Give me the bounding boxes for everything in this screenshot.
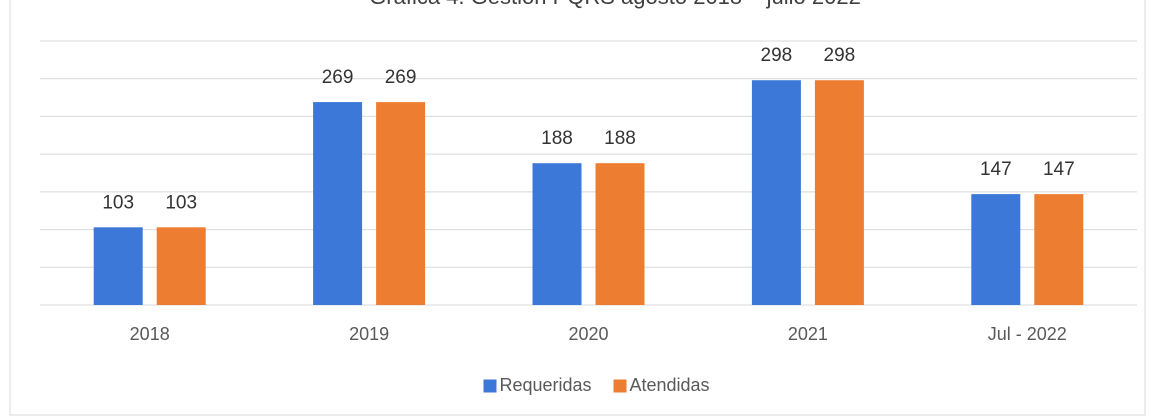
x-tick-label: 2020	[568, 324, 608, 344]
data-label: 147	[1043, 159, 1075, 180]
data-label: 298	[824, 45, 856, 66]
bar	[751, 80, 801, 305]
chart-title: Gráfica 4. Gestión PQRS agosto 2018 – ju…	[369, 0, 861, 9]
data-label: 103	[102, 192, 134, 213]
bar	[971, 194, 1021, 305]
bar	[376, 102, 426, 306]
data-label: 298	[761, 45, 793, 66]
x-tick-label: Jul - 2022	[988, 324, 1067, 344]
bar	[156, 227, 206, 305]
bar	[93, 227, 143, 305]
bar	[313, 102, 363, 306]
legend-swatch	[483, 379, 497, 393]
x-tick-label: 2018	[130, 324, 170, 344]
bar	[1034, 194, 1084, 305]
data-label: 188	[541, 128, 573, 149]
data-label: 188	[604, 128, 636, 149]
data-label: 147	[980, 159, 1012, 180]
x-tick-label: 2019	[349, 324, 389, 344]
data-label: 269	[322, 67, 354, 88]
bar	[814, 80, 864, 305]
data-label: 269	[385, 67, 417, 88]
legend-label: Requeridas	[500, 375, 592, 395]
x-tick-label: 2021	[788, 324, 828, 344]
bar	[595, 163, 645, 305]
bar	[532, 163, 582, 305]
legend-label: Atendidas	[630, 375, 710, 395]
data-label: 103	[165, 192, 197, 213]
legend-swatch	[613, 379, 627, 393]
